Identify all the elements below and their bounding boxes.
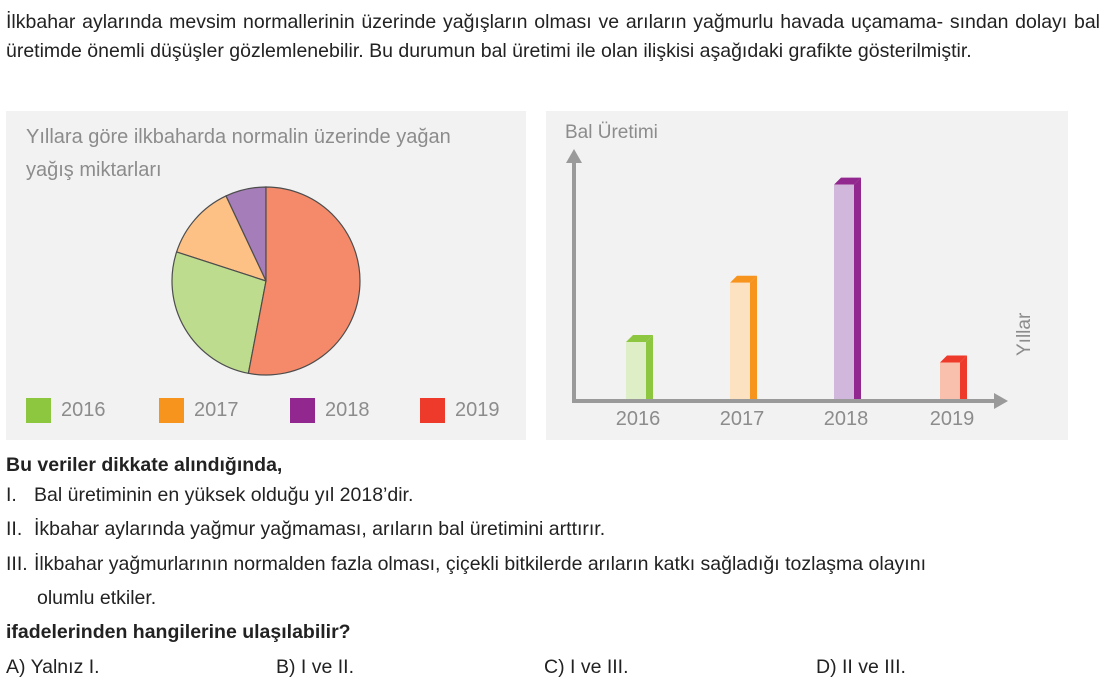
option-c[interactable]: C) I ve III. [544, 656, 629, 678]
x-tick-label-2016: 2016 [616, 408, 661, 430]
bar-2016 [626, 335, 653, 399]
statement-2-number: II. [6, 518, 23, 540]
legend-swatch-2017 [159, 398, 184, 423]
legend-item-2016: 2016 [26, 398, 106, 423]
question-lead: Bu veriler dikkate alındığında, [6, 454, 283, 476]
intro-paragraph: İlkbahar aylarında mevsim normallerinin … [6, 8, 1100, 66]
legend-swatch-2019 [420, 398, 445, 423]
legend-label-2019: 2019 [455, 399, 500, 421]
pie-title-line-2: yağış miktarları [26, 159, 162, 181]
x-tick-label-2019: 2019 [930, 408, 975, 430]
pie-slice-2017 [175, 195, 268, 282]
statement-3-text: İlkbahar yağmurlarının normalden fazla o… [34, 553, 926, 575]
statement-2-text: İkbahar aylarında yağmur yağmaması, arıl… [34, 518, 606, 540]
pie-slice-2016 [171, 251, 267, 375]
bar-chart-x-label: Yıllar [1014, 312, 1035, 356]
bar-chart: 2016 2017 2018 2019 [566, 149, 1008, 430]
statement-3-number: III. [6, 553, 28, 575]
statement-1-number: I. [6, 484, 17, 506]
option-d[interactable]: D) II ve III. [816, 656, 906, 678]
bar-chart-y-label: Bal Üretimi [565, 122, 658, 143]
legend-item-2018: 2018 [290, 398, 370, 423]
legend-item-2019: 2019 [420, 398, 500, 423]
x-tick-label-2018: 2018 [824, 408, 869, 430]
bar-2017 [730, 275, 757, 399]
legend-label-2016: 2016 [61, 399, 106, 421]
legend-item-2017: 2017 [159, 398, 239, 423]
y-axis-arrow [566, 149, 582, 163]
pie-chart-title: Yıllara göre ilkbaharda normalin üzerind… [26, 121, 521, 187]
legend-swatch-2016 [26, 398, 51, 423]
statement-1-text: Bal üretiminin en yüksek olduğu yıl 2018… [34, 484, 414, 506]
pie-title-line-1: Yıllara göre ilkbaharda normalin üzerind… [26, 126, 451, 148]
bar-chart-panel: Bal Üretimi 2016 2017 2018 2019 Yıllar [546, 111, 1068, 440]
legend-label-2017: 2017 [194, 399, 239, 421]
pie-chart-panel: Yıllara göre ilkbaharda normalin üzerind… [6, 111, 526, 440]
question-ask: ifadelerinden hangilerine ulaşılabilir? [6, 621, 351, 643]
intro-line-1: İlkbahar aylarında mevsim normallerinin … [6, 11, 944, 33]
bar-2019 [940, 355, 967, 399]
intro-line-2: sından dolayı bal üretimde önemli düşüşl… [6, 11, 1101, 62]
statement-1: I. Bal üretiminin en yüksek olduğu yıl 20… [6, 480, 1100, 510]
intro-line-3: grafikte gösterilmiştir. [788, 40, 972, 62]
statement-3: III. İlkbahar yağmurlarının normalden faz… [6, 549, 1100, 579]
x-tick-label-2017: 2017 [720, 408, 765, 430]
statement-3-continued: olumlu etkiler. [37, 587, 157, 609]
pie-slice-2019 [247, 186, 361, 376]
legend-label-2018: 2018 [325, 399, 370, 421]
statement-2: II. İkbahar aylarında yağmur yağmaması, a… [6, 514, 1100, 544]
pie-chart [171, 186, 361, 376]
option-a[interactable]: A) Yalnız I. [6, 656, 100, 678]
x-axis-arrow [994, 393, 1008, 409]
option-b[interactable]: B) I ve II. [276, 656, 355, 678]
legend-swatch-2018 [290, 398, 315, 423]
bar-2018 [834, 177, 861, 399]
